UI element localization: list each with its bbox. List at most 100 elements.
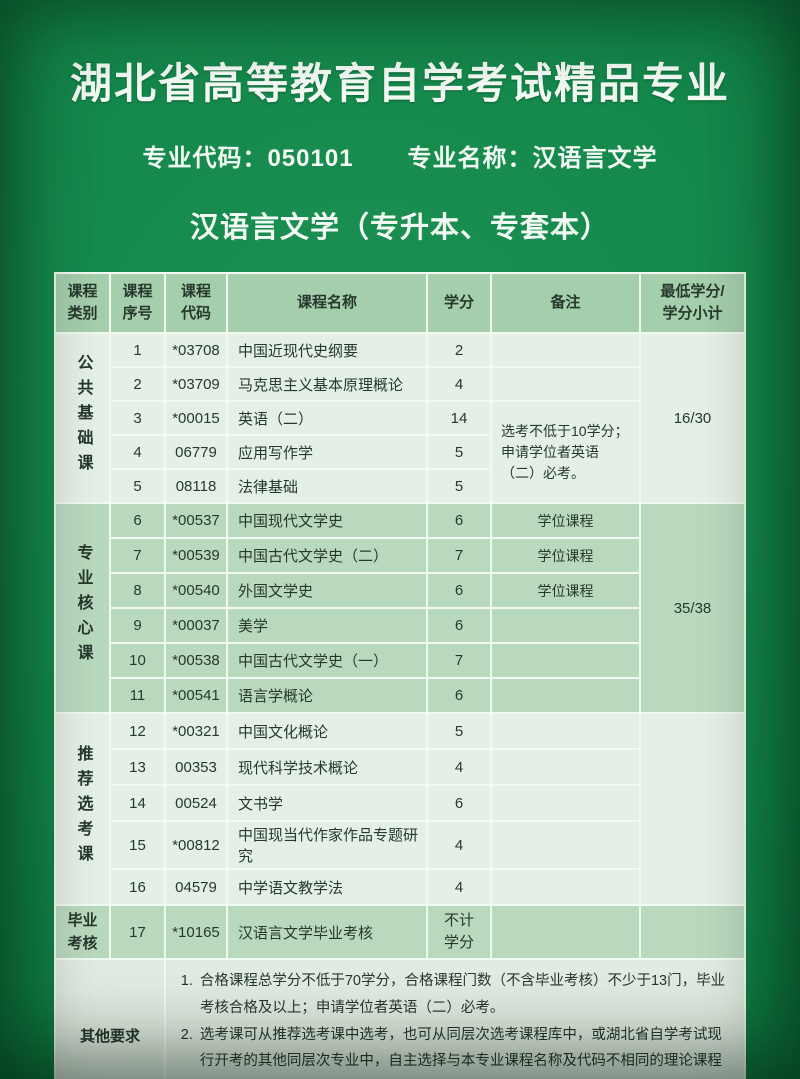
cell-course-name: 应用写作学 [226,434,428,470]
table-row: 7 *00539 中国古代文学史（二） 7 学位课程 [55,537,745,574]
cell-course-name: 中国文化概论 [226,712,428,750]
col-header-credit: 学分 [426,272,492,334]
cell-remark: 学位课程 [490,502,641,539]
table-row: 8 *00540 外国文学史 6 学位课程 [55,572,745,609]
cell-course-name: 马克思主义基本原理概论 [226,366,428,402]
cell-seq: 10 [109,642,166,679]
cell-remark [490,748,641,786]
cell-course-name: 文书学 [226,784,428,822]
cell-code: 00353 [164,748,228,786]
cell-credit: 不计学分 [426,904,492,960]
note-item-1: 1. 合格课程总学分不低于70学分，合格课程门数（不含毕业考核）不少于13门，毕… [180,973,726,1016]
cell-credit: 4 [426,820,492,870]
cell-category: 推荐选考课 [54,712,111,906]
cell-course-name: 中国古代文学史（一） [226,642,428,679]
cell-category: 公共基础课 [54,332,111,504]
cell-seq: 17 [109,904,166,960]
cell-course-name: 中国近现代史纲要 [226,332,428,368]
major-subtitle: 汉语言文学（专升本、专套本） [189,212,610,244]
cell-seq: 3 [109,400,166,436]
cell-remark [490,712,641,750]
cell-credit: 4 [426,366,492,402]
col-header-category: 课程 类别 [54,272,111,334]
table-row: 13 00353 现代科学技术概论 4 [55,748,745,786]
cell-credit: 4 [426,868,492,906]
col-header-code: 课程 代码 [164,272,228,334]
cell-category: 专业核心课 [54,502,111,714]
cell-credit: 6 [426,607,492,644]
page-header: 湖北省高等教育自学考试精品专业 专业代码：050101 专业名称：汉语言文学 汉… [0,0,800,246]
cell-seq: 12 [109,712,166,750]
col-header-name: 课程名称 [226,272,428,334]
table-row: 专业核心课 6 *00537 中国现代文学史 6 学位课程 35/38 [54,502,746,714]
cell-code: 00524 [164,784,228,822]
note-item-2: 2. 选考课可从推荐选考课中选考，也可从同层次选考课程库中，或湖北省自学考试现行… [180,1026,722,1070]
cell-credit: 2 [426,332,492,368]
cell-code: *00537 [164,502,228,539]
cell-code: *03709 [164,366,228,402]
cell-code: 08118 [164,468,228,504]
cell-course-name: 汉语言文学毕业考核 [226,904,428,960]
cell-credit: 5 [426,712,492,750]
cell-credit: 5 [426,468,492,504]
cell-code: *00539 [164,537,228,574]
cell-seq: 7 [109,537,166,574]
cell-seq: 11 [109,677,166,714]
cell-subtotal: 35/38 [639,502,746,714]
cell-credit: 6 [426,502,492,539]
table-row: 推荐选考课 12 *00321 中国文化概论 5 [54,712,746,906]
table-row: 15 *00812 中国现当代作家作品专题研究 4 [55,820,745,870]
cell-credit: 5 [426,434,492,470]
cell-code: 06779 [164,434,228,470]
cell-code: *00015 [164,400,228,436]
cell-remark [490,677,641,714]
group-other-requirements: 其他要求 1. 合格课程总学分不低于70学分，合格课程门数（不含毕业考核）不少于… [54,957,746,1079]
cell-remark: 学位课程 [490,537,641,574]
cell-course-name: 中国现当代作家作品专题研究 [226,820,428,870]
cell-seq: 5 [109,468,166,504]
cell-code: *00541 [164,677,228,714]
cell-course-name: 英语（二） [226,400,428,436]
cell-remark [490,868,641,906]
course-plan-table: 课程 类别 课程 序号 课程 代码 课程名称 学分 备注 最低学分/ 学分小计 [54,272,746,1079]
other-requirements-content: 1. 合格课程总学分不低于70学分，合格课程门数（不含毕业考核）不少于13门，毕… [164,957,746,1079]
cell-course-name: 中国现代文学史 [226,502,428,539]
major-code-line: 专业代码：050101 专业名称：汉语言文学 [0,138,800,173]
cell-remark: 学位课程 [490,572,641,609]
cell-remark-elective-note: 选考不低于10学分；申请学位者英语（二）必考。 [490,400,641,504]
group-graduation-assessment: 毕业考核 17 *10165 汉语言文学毕业考核 不计学分 [54,904,746,960]
cell-subtotal [639,712,746,906]
major-name: 专业名称：汉语言文学 [407,145,658,172]
cell-remark [490,366,641,402]
cell-credit: 6 [426,572,492,609]
cell-seq: 8 [109,572,166,609]
group-public-basic: 公共基础课 1 *03708 中国近现代史纲要 2 16/30 2 *03709… [54,332,746,504]
cell-remark [490,332,641,368]
group-core-courses: 专业核心课 6 *00537 中国现代文学史 6 学位课程 35/38 7 *0… [54,502,746,714]
cell-remark [490,642,641,679]
table-row: 3 *00015 英语（二） 14 选考不低于10学分；申请学位者英语（二）必考… [55,400,745,504]
cell-code: *10165 [164,904,228,960]
cell-code: 04579 [164,868,228,906]
cell-credit: 4 [426,748,492,786]
table-row: 公共基础课 1 *03708 中国近现代史纲要 2 16/30 [54,332,746,504]
table-row: 其他要求 1. 合格课程总学分不低于70学分，合格课程门数（不含毕业考核）不少于… [54,957,746,1079]
cell-course-name: 中学语文教学法 [226,868,428,906]
cell-credit: 6 [426,784,492,822]
cell-code: *00538 [164,642,228,679]
table-row: 2 *03709 马克思主义基本原理概论 4 [55,366,745,402]
page-title: 湖北省高等教育自学考试精品专业 [69,60,730,107]
cell-subtotal: 16/30 [639,332,746,504]
cell-code: *00812 [164,820,228,870]
table-header-row: 课程 类别 课程 序号 课程 代码 课程名称 学分 备注 最低学分/ 学分小计 [54,272,746,334]
table-row: 16 04579 中学语文教学法 4 [55,868,745,906]
cell-remark [490,820,641,870]
cell-course-name: 外国文学史 [226,572,428,609]
cell-seq: 6 [109,502,166,539]
cell-category: 毕业考核 [54,904,111,960]
cell-subtotal [639,904,746,960]
cell-code: *00321 [164,712,228,750]
table-row: 14 00524 文书学 6 [55,784,745,822]
table-row: 4 06779 应用写作学 5 [55,434,745,470]
